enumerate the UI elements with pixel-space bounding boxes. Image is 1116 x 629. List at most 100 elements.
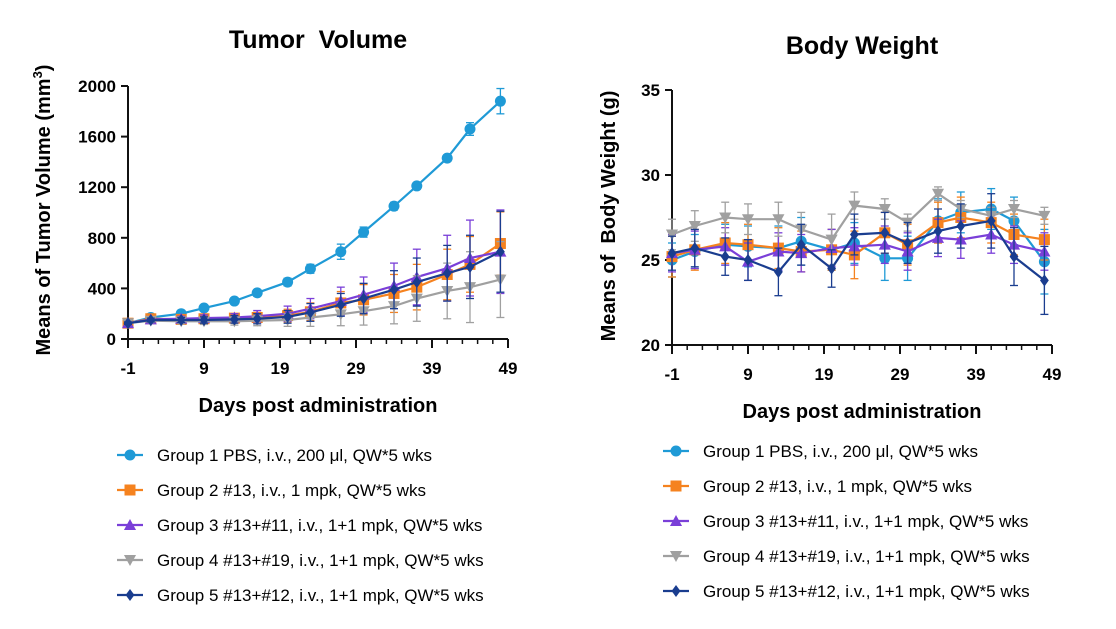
tumor-volume-series-5-point [306, 306, 315, 319]
tumor-volume-legend-item-1: Group 1 PBS, i.v., 200 μl, QW*5 wks [117, 446, 432, 465]
tumor-volume-series-5-point [199, 313, 209, 327]
body-weight-legend-marker [669, 514, 683, 526]
tumor-volume-series-5-point [412, 276, 422, 289]
body-weight-series-4-point [931, 188, 945, 200]
body-weight-legend-marker [671, 584, 681, 598]
tumor-volume-legend-marker [124, 449, 136, 461]
tumor-volume-legend-marker [123, 518, 137, 530]
tumor-volume-series-5-point [336, 298, 346, 311]
body-weight-legend-marker [670, 480, 682, 492]
body-weight-x-tick-label: 29 [891, 365, 910, 384]
tumor-volume-series-1-point [228, 295, 240, 307]
body-weight-series-4-point [878, 204, 891, 216]
tumor-volume-series-1-point [335, 246, 347, 258]
tumor-volume-legend-marker [125, 588, 135, 602]
tumor-volume-x-tick-label: -1 [120, 359, 135, 378]
body-weight-series-5-point [933, 225, 943, 238]
body-weight-y-axis-label: Means of Body Weight (g) [598, 91, 620, 342]
tumor-volume-series-5-point [496, 245, 505, 258]
tumor-volume-series-5-point [252, 312, 262, 325]
tumor-volume-series-5-point [465, 260, 475, 273]
tumor-volume-title: Tumor Volume [229, 26, 407, 54]
body-weight-x-tick-label: 49 [1043, 365, 1062, 384]
body-weight-legend-item-4: Group 4 #13+#19, i.v., 1+1 mpk, QW*5 wks [663, 547, 1030, 566]
tumor-volume-series-5-point [359, 292, 368, 305]
body-weight-y-tick-label: 20 [641, 336, 660, 355]
tumor-volume-x-tick-label: 19 [271, 359, 290, 378]
tumor-volume-x-tick-label: 39 [423, 359, 442, 378]
body-weight-series-4-point [1038, 210, 1051, 222]
body-weight-series-5-point [903, 236, 912, 250]
body-weight-series-5-point [956, 219, 966, 233]
body-weight-series-5-point [1040, 274, 1049, 287]
body-weight-series-5-point [1009, 250, 1019, 263]
body-weight-series-5-point [690, 242, 700, 255]
body-weight-title: Body Weight [786, 32, 939, 60]
tumor-volume-series-5-point [283, 310, 292, 323]
body-weight-series-4-point [741, 214, 755, 226]
body-weight-legend-label: Group 2 #13, i.v., 1 mpk, QW*5 wks [703, 477, 972, 496]
body-weight-series-4-point [665, 229, 679, 241]
body-weight-x-tick-label: 39 [967, 365, 986, 384]
body-weight-legend: Group 1 PBS, i.v., 200 μl, QW*5 wks Group… [663, 442, 1030, 601]
body-weight-legend-item-3: Group 3 #13+#11, i.v., 1+1 mpk, QW*5 wks [663, 512, 1028, 531]
tumor-volume-series-1-point [198, 302, 210, 314]
tumor-volume-y-axis-label: Means of Tumor Volume (mm3) [30, 65, 55, 356]
tumor-volume-y-tick-label: 1600 [78, 128, 116, 147]
tumor-volume-legend-label: Group 4 #13+#19, i.v., 1+1 mpk, QW*5 wks [157, 551, 484, 570]
tumor-volume-legend-label: Group 5 #13+#12, i.v., 1+1 mpk, QW*5 wks [157, 586, 484, 605]
body-weight-series-4-point [848, 200, 861, 212]
body-weight-series-4-point [719, 212, 732, 224]
tumor-volume-legend-item-3: Group 3 #13+#11, i.v., 1+1 mpk, QW*5 wks [117, 516, 482, 535]
tumor-volume-legend-label: Group 1 PBS, i.v., 200 μl, QW*5 wks [157, 446, 432, 465]
body-weight-y-tick-label: 25 [641, 251, 660, 270]
tumor-volume-legend: Group 1 PBS, i.v., 200 μl, QW*5 wks Group… [117, 446, 484, 605]
tumor-volume-series-5 [123, 210, 505, 330]
tumor-volume-y-tick-label: 400 [88, 279, 116, 298]
body-weight-series-5-point [743, 253, 753, 267]
body-weight-legend-item-2: Group 2 #13, i.v., 1 mpk, QW*5 wks [663, 477, 972, 496]
body-weight-legend-item-1: Group 1 PBS, i.v., 200 μl, QW*5 wks [663, 442, 978, 461]
body-weight-series-5-point [796, 238, 806, 251]
tumor-volume-series-1-point [411, 180, 423, 192]
tumor-volume-x-tick-label: 29 [347, 359, 366, 378]
tumor-volume-legend-item-4: Group 4 #13+#19, i.v., 1+1 mpk, QW*5 wks [117, 551, 484, 570]
tumor-volume-legend-item-5: Group 5 #13+#12, i.v., 1+1 mpk, QW*5 wks [117, 586, 484, 605]
body-weight-legend-marker [669, 551, 683, 563]
tumor-volume-series-1-point [494, 95, 506, 107]
tumor-volume-x-tick-label: 9 [199, 359, 208, 378]
body-weight-legend-label: Group 3 #13+#11, i.v., 1+1 mpk, QW*5 wks [703, 512, 1028, 531]
body-weight-y-tick-label: 30 [641, 166, 660, 185]
tumor-volume-chart: Tumor Volume Means of Tumor Volume (mm3)… [30, 26, 517, 417]
body-weight-series-5-point [720, 250, 730, 263]
body-weight-series-5-point [774, 265, 783, 278]
body-weight-series-5 [667, 193, 1049, 316]
body-weight-series-4-point [772, 214, 785, 226]
tumor-volume-y-tick-label: 0 [107, 330, 116, 349]
body-weight-x-tick-label: 9 [743, 365, 752, 384]
tumor-volume-series-1-point [251, 287, 263, 299]
body-weight-series-4-point [825, 234, 838, 246]
body-weight-x-axis-label: Days post administration [743, 401, 982, 423]
body-weight-series-5-point [827, 262, 836, 275]
body-weight-series-4-point [1007, 204, 1021, 216]
body-weight-series-5-point [986, 214, 996, 227]
body-weight-legend-marker [670, 445, 682, 457]
tumor-volume-series-5-point [389, 283, 399, 296]
body-weight-x-tick-label: 19 [815, 365, 834, 384]
body-weight-series-5-point [667, 247, 677, 260]
tumor-volume-series-1-point [464, 123, 476, 135]
tumor-volume-x-tick-label: 49 [499, 359, 518, 378]
body-weight-series-4-point [688, 221, 701, 233]
tumor-volume-legend-label: Group 3 #13+#11, i.v., 1+1 mpk, QW*5 wks [157, 516, 482, 535]
tumor-volume-series-5-point [123, 317, 133, 330]
tumor-volume-series-1-point [358, 226, 370, 238]
tumor-volume-y-tick-label: 2000 [78, 77, 116, 96]
tumor-volume-y-tick-label: 800 [88, 229, 116, 248]
body-weight-legend-item-5: Group 5 #13+#12, i.v., 1+1 mpk, QW*5 wks [663, 582, 1030, 601]
body-weight-chart: Body Weight Means of Body Weight (g) Day… [598, 32, 1061, 423]
body-weight-series-5-point [850, 228, 859, 241]
body-weight-y-tick-label: 35 [641, 81, 660, 100]
tumor-volume-series-1-point [282, 276, 294, 288]
